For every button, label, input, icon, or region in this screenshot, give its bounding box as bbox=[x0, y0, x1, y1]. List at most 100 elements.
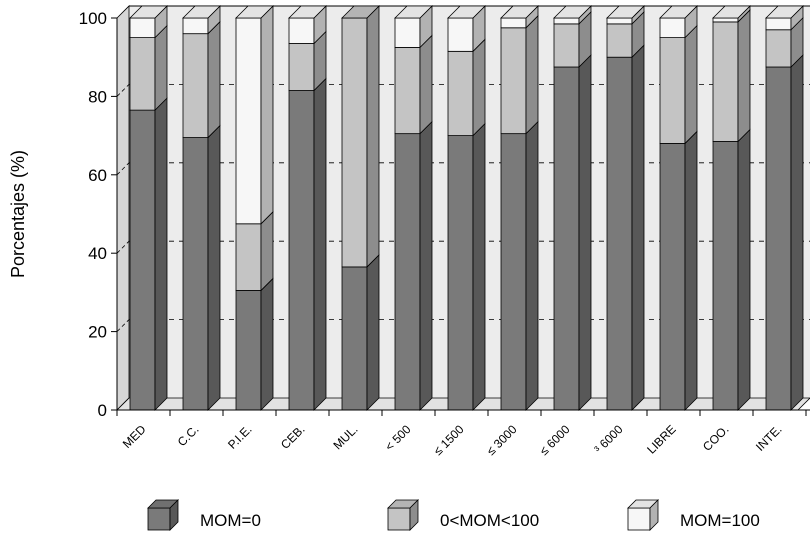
bar-segment bbox=[500, 17, 527, 29]
bar-segment bbox=[288, 43, 315, 91]
bar-segment-side bbox=[207, 20, 221, 139]
bar-segment-side bbox=[684, 24, 698, 145]
legend-item: 0<MOM<100 bbox=[387, 499, 539, 531]
bar-segment bbox=[553, 17, 580, 25]
bar-top-face bbox=[712, 5, 751, 19]
bar-segment bbox=[182, 137, 209, 411]
bar-segment bbox=[765, 29, 792, 68]
bar-segment-side bbox=[472, 38, 486, 137]
x-tick-label: ≤ 1500 bbox=[431, 422, 467, 458]
bar-top-face bbox=[500, 5, 539, 19]
gridline-side bbox=[116, 319, 130, 332]
bar-segment-side bbox=[790, 54, 804, 411]
bar-segment bbox=[182, 17, 209, 35]
bar-segment bbox=[553, 66, 580, 411]
bar-segment-side bbox=[737, 128, 751, 411]
bar-segment bbox=[341, 266, 368, 411]
x-tick-label: COO. bbox=[700, 422, 732, 454]
legend-label: 0<MOM<100 bbox=[440, 511, 539, 530]
bar-group bbox=[765, 5, 804, 411]
bar-group bbox=[341, 5, 380, 411]
bar-top-face bbox=[606, 5, 645, 19]
bar-top-face bbox=[553, 5, 592, 19]
x-tick-label: ³ 6000 bbox=[592, 422, 626, 456]
bar-segment bbox=[341, 17, 368, 268]
bar-segment bbox=[182, 33, 209, 138]
y-tick-label: 60 bbox=[88, 166, 107, 185]
bar-segment bbox=[288, 90, 315, 411]
bar-group bbox=[288, 5, 327, 411]
x-tick-label: P.I.E. bbox=[225, 422, 255, 452]
bar-segment bbox=[659, 37, 686, 144]
bar-segment-side bbox=[366, 253, 380, 411]
x-tick-label: LIBRE bbox=[644, 422, 678, 456]
bar-segment-side bbox=[313, 77, 327, 411]
bar-segment bbox=[606, 56, 633, 411]
bar-segment bbox=[129, 109, 156, 411]
side-wall bbox=[116, 5, 130, 411]
bar-segment bbox=[606, 23, 633, 58]
legend-swatch-side bbox=[169, 499, 179, 531]
bar-group bbox=[712, 5, 751, 411]
bar-group bbox=[235, 5, 274, 411]
bar-segment bbox=[500, 27, 527, 135]
bar-segment bbox=[235, 17, 262, 225]
legend-item: MOM=0 bbox=[147, 499, 261, 531]
bar-segment bbox=[129, 17, 156, 39]
x-tick-label: ≤ 3000 bbox=[484, 422, 520, 458]
bar-segment bbox=[553, 23, 580, 68]
bar-segment bbox=[712, 141, 739, 411]
y-tick-label: 40 bbox=[88, 244, 107, 263]
bar-segment bbox=[447, 17, 474, 52]
legend-swatch bbox=[387, 507, 411, 531]
bar-segment-side bbox=[631, 44, 645, 411]
bar-segment bbox=[394, 17, 421, 48]
bar-segment bbox=[288, 17, 315, 44]
bar-segment-side bbox=[260, 5, 274, 225]
bar-top-face bbox=[394, 5, 433, 19]
bar-segment-side bbox=[154, 97, 168, 411]
x-tick-label: < 500 bbox=[382, 422, 414, 454]
bar-segment bbox=[659, 143, 686, 411]
bar-segment bbox=[447, 50, 474, 136]
bar-top-face bbox=[288, 5, 327, 19]
bar-segment-side bbox=[525, 120, 539, 411]
bar-group bbox=[659, 5, 698, 411]
bar-segment bbox=[606, 17, 633, 25]
bar-top-face bbox=[341, 5, 380, 19]
bar-segment-side bbox=[472, 122, 486, 411]
bars bbox=[129, 5, 804, 411]
bar-segment bbox=[500, 133, 527, 411]
legend-label: MOM=0 bbox=[200, 511, 261, 530]
bar-top-face bbox=[765, 5, 804, 19]
gridline-side bbox=[116, 240, 130, 254]
bar-group bbox=[447, 5, 486, 411]
x-tick-label: INTE. bbox=[753, 422, 785, 454]
bar-segment bbox=[394, 133, 421, 411]
bar-segment-side bbox=[260, 210, 274, 292]
legend-swatch bbox=[627, 507, 651, 531]
gridline-side bbox=[116, 162, 130, 176]
bar-top-face bbox=[182, 5, 221, 19]
bar-segment-side bbox=[154, 24, 168, 112]
y-tick-label: 100 bbox=[79, 9, 107, 28]
x-tick-label: MED bbox=[120, 422, 149, 451]
y-tick-label: 0 bbox=[98, 401, 107, 420]
bar-segment bbox=[235, 290, 262, 411]
y-tick-label: 20 bbox=[88, 323, 107, 342]
bar-group bbox=[129, 5, 168, 411]
bar-segment bbox=[394, 47, 421, 135]
legend-swatch-side bbox=[649, 499, 659, 531]
bar-segment bbox=[765, 66, 792, 411]
bar-segment bbox=[447, 135, 474, 411]
bar-segment bbox=[765, 17, 792, 31]
bar-segment-side bbox=[366, 5, 380, 268]
legend-item: MOM=100 bbox=[627, 499, 760, 531]
bar-segment-side bbox=[578, 54, 592, 411]
legend-label: MOM=100 bbox=[680, 511, 760, 530]
y-tick-label: 80 bbox=[88, 87, 107, 106]
bar-segment-side bbox=[684, 130, 698, 411]
legend: MOM=0 0<MOM<100 MOM=100 bbox=[147, 499, 760, 531]
bar-group bbox=[553, 5, 592, 411]
